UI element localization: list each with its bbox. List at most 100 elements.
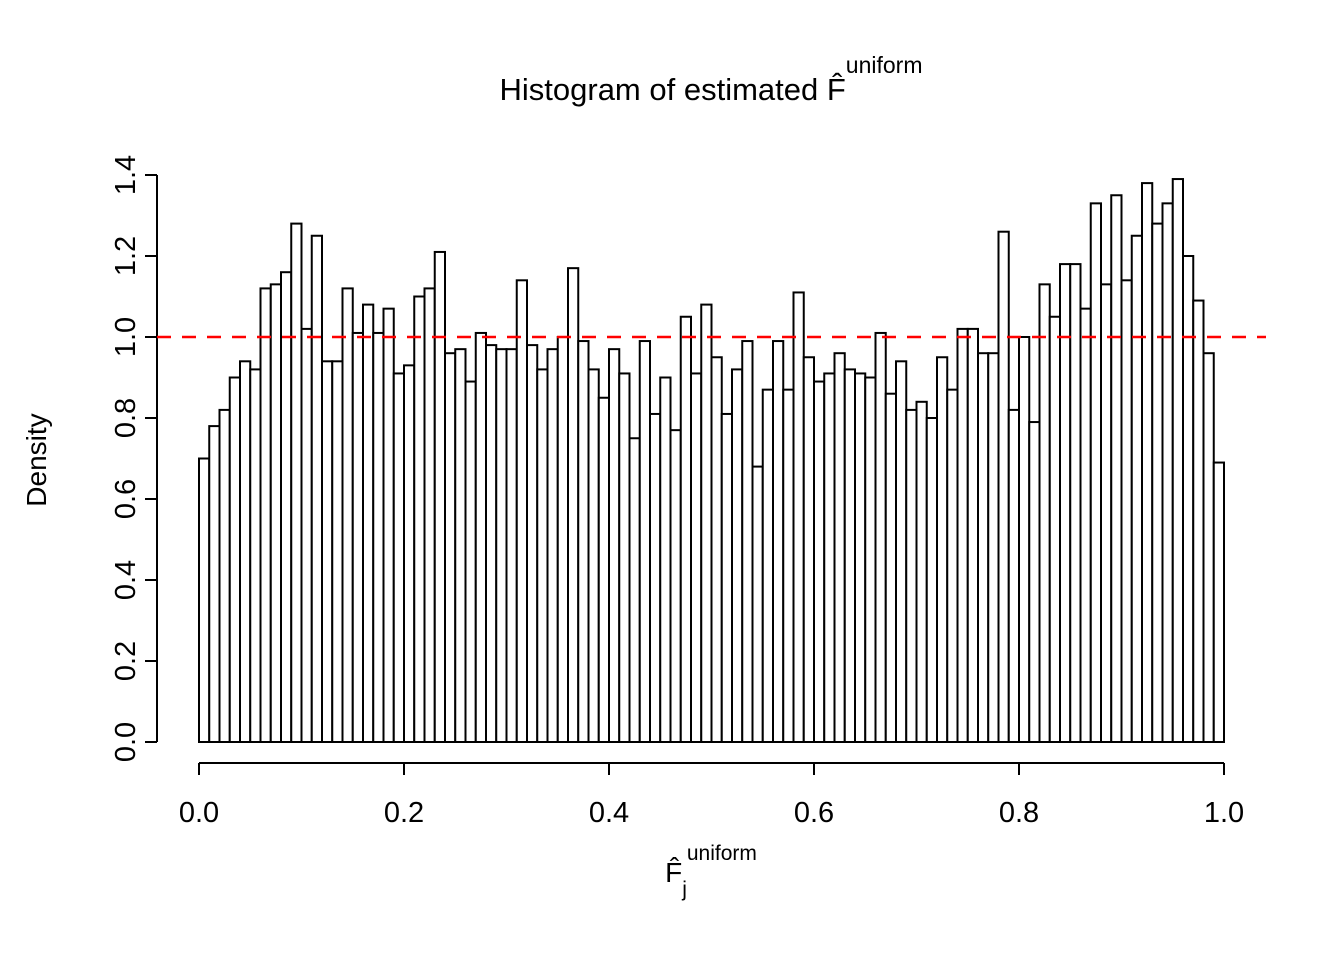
histogram-bar	[710, 356, 723, 743]
histogram-bar	[874, 331, 887, 743]
histogram-bar	[1192, 299, 1205, 743]
histogram-bar	[915, 400, 928, 743]
histogram-bar	[239, 360, 252, 743]
histogram-bar	[669, 429, 682, 743]
histogram-bar	[495, 348, 508, 743]
histogram-bar	[1130, 234, 1143, 743]
histogram-bar	[843, 368, 856, 743]
x-tick-label: 1.0	[1204, 797, 1244, 829]
histogram-bar	[341, 287, 354, 743]
histogram-bar	[1079, 307, 1092, 743]
histogram-bar	[1141, 182, 1154, 744]
histogram-bar	[936, 356, 949, 743]
histogram-bar	[300, 327, 313, 743]
x-tick-label: 0.8	[999, 797, 1039, 829]
y-tick-label: 0.4	[110, 560, 142, 600]
histogram-bar	[864, 376, 877, 743]
histogram-bar	[987, 352, 1000, 743]
histogram-bar	[690, 372, 703, 743]
histogram-bar	[505, 348, 518, 743]
histogram-bar	[577, 340, 590, 743]
histogram-bar	[1151, 222, 1164, 744]
histogram-bar	[679, 315, 692, 743]
histogram-bar	[1171, 178, 1184, 744]
histogram-bar	[403, 364, 416, 743]
histogram-bar	[608, 348, 621, 743]
y-tick-label: 0.0	[110, 722, 142, 762]
histogram-bar	[454, 348, 467, 743]
histogram-bar	[977, 352, 990, 743]
histogram-bar	[813, 380, 826, 743]
histogram-bar	[280, 271, 293, 743]
histogram-bar	[208, 425, 221, 743]
histogram-bar	[802, 356, 815, 743]
histogram-bar	[423, 287, 436, 743]
x-axis-label: F̂juniform	[665, 842, 757, 901]
histogram-bar	[464, 380, 477, 743]
histogram-bar	[895, 360, 908, 743]
y-tick-label: 0.6	[110, 479, 142, 519]
histogram-bar	[997, 230, 1010, 743]
histogram-bar	[259, 287, 272, 743]
histogram-bar	[782, 388, 795, 743]
histogram-bar	[618, 372, 631, 743]
histogram-bar	[556, 336, 569, 743]
histogram-bar	[925, 417, 938, 743]
y-tick-label: 1.2	[110, 236, 142, 276]
histogram-bars	[198, 178, 1225, 744]
histogram-bar	[1007, 408, 1020, 743]
y-axis: 0.0 0.2 0.4 0.6 0.8 1.0 1.2 1.4	[110, 155, 158, 762]
histogram-bar	[536, 368, 549, 743]
histogram-bar	[198, 457, 211, 743]
histogram-bar	[966, 327, 979, 743]
histogram-bar	[362, 303, 375, 743]
histogram-bar	[290, 222, 303, 744]
histogram-bar	[792, 291, 805, 743]
histogram-bar	[731, 368, 744, 743]
histogram-bar	[1069, 263, 1082, 743]
histogram-bar	[1120, 279, 1133, 743]
plot-title: Histogram of estimated F̂uniform	[500, 52, 923, 107]
histogram-bar	[1038, 283, 1051, 743]
histogram-bar	[392, 372, 405, 743]
histogram-bar	[1018, 336, 1031, 743]
histogram-bar	[444, 352, 457, 743]
histogram-bar	[515, 279, 528, 743]
x-axis: 0.0 0.2 0.4 0.6 0.8 1.0	[179, 762, 1244, 829]
histogram-bar	[700, 303, 713, 743]
histogram-bar	[772, 340, 785, 743]
histogram-bar	[628, 437, 641, 743]
x-tick-label: 0.0	[179, 797, 219, 829]
histogram-bar	[1182, 255, 1195, 743]
histogram-bar	[638, 340, 651, 743]
histogram-bar	[382, 307, 395, 743]
y-tick-label: 0.2	[110, 641, 142, 681]
histogram-bar	[905, 408, 918, 743]
histogram-bar	[833, 352, 846, 743]
histogram-bar	[372, 331, 385, 743]
histogram-bar	[597, 396, 610, 743]
histogram-bar	[649, 412, 662, 743]
histogram-bar	[1161, 202, 1174, 744]
histogram-bar	[485, 344, 498, 743]
histogram-bar	[249, 368, 262, 743]
histogram-bar	[474, 331, 487, 743]
histogram-bar	[351, 331, 364, 743]
x-tick-label: 0.6	[794, 797, 834, 829]
histogram-bar	[526, 344, 539, 743]
histogram-bar	[761, 388, 774, 743]
x-tick-label: 0.2	[384, 797, 424, 829]
histogram-bar	[1100, 283, 1113, 743]
histogram-bar	[741, 340, 754, 743]
histogram-bar	[269, 283, 282, 743]
histogram-bar	[228, 376, 241, 743]
histogram-bar	[587, 368, 600, 743]
histogram-bar	[433, 250, 446, 743]
histogram-bar	[823, 372, 836, 743]
x-tick-label: 0.4	[589, 797, 629, 829]
histogram-bar	[956, 327, 969, 743]
y-tick-label: 1.4	[110, 155, 142, 195]
y-tick-label: 0.8	[110, 398, 142, 438]
